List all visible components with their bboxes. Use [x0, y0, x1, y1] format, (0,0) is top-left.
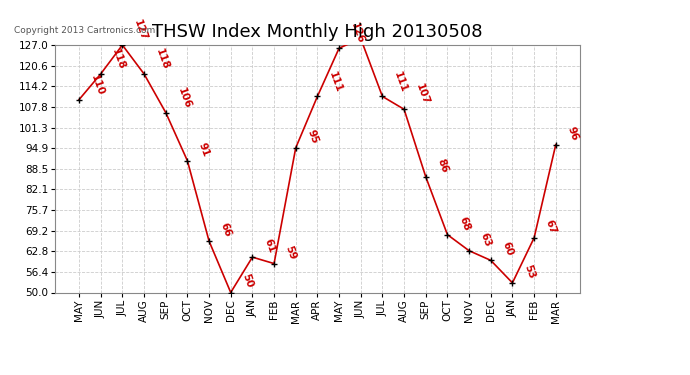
Text: 127: 127	[132, 18, 149, 42]
Text: 118: 118	[154, 47, 170, 71]
Text: 96: 96	[566, 125, 580, 142]
Text: 110: 110	[89, 73, 106, 97]
Text: 53: 53	[522, 263, 537, 280]
Text: THSW (°F): THSW (°F)	[592, 27, 657, 37]
Text: 118: 118	[110, 47, 127, 71]
Text: 50: 50	[240, 273, 255, 290]
Text: 59: 59	[284, 244, 298, 261]
Text: Copyright 2013 Cartronics.com: Copyright 2013 Cartronics.com	[14, 26, 155, 35]
Text: 68: 68	[457, 215, 471, 232]
Text: 129: 129	[0, 374, 1, 375]
Text: 91: 91	[197, 141, 211, 158]
Text: 61: 61	[262, 237, 277, 254]
Text: 63: 63	[479, 231, 493, 248]
Text: 60: 60	[500, 240, 515, 258]
Text: 67: 67	[544, 218, 558, 235]
Text: 66: 66	[219, 221, 233, 238]
Title: THSW Index Monthly High 20130508: THSW Index Monthly High 20130508	[152, 22, 482, 40]
Text: 86: 86	[435, 157, 450, 174]
Text: 107: 107	[414, 82, 431, 106]
Text: 126: 126	[348, 22, 366, 45]
Text: 111: 111	[327, 70, 344, 94]
Text: 111: 111	[392, 70, 409, 94]
Text: 106: 106	[175, 86, 193, 110]
Text: 95: 95	[306, 128, 319, 145]
